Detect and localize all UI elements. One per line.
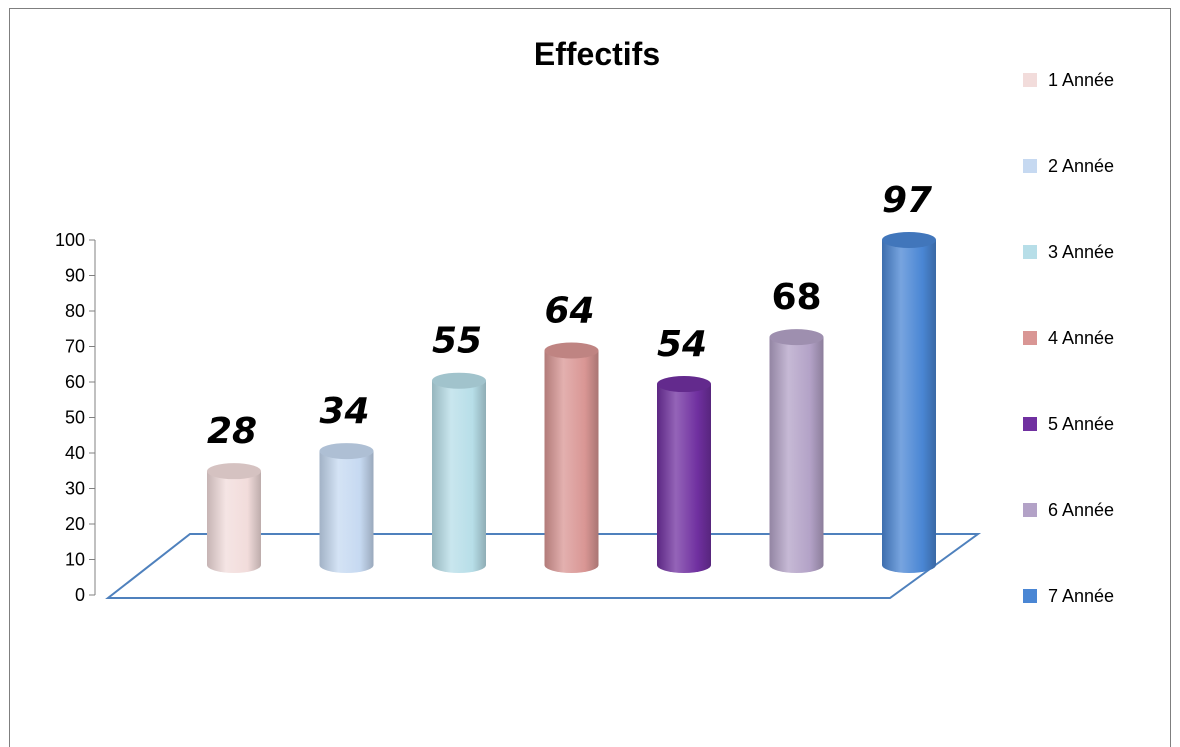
bar — [207, 463, 261, 573]
data-label: 68 — [771, 277, 821, 318]
bar-top — [544, 342, 599, 359]
bar-top — [882, 231, 936, 248]
legend-swatch — [1023, 503, 1037, 517]
legend-item: 7 Année — [1023, 586, 1114, 606]
bar-body — [207, 471, 261, 573]
legend: 1 Année 2 Année 3 Année 4 Année 5 Année 6 Ann… — [1023, 70, 1114, 606]
floor-outline — [105, 533, 982, 599]
bar-top — [769, 329, 824, 346]
y-tick-label: 30 — [65, 479, 85, 499]
legend-label: 1 Année — [1048, 70, 1114, 90]
y-tick-label: 10 — [65, 550, 85, 570]
bar — [432, 372, 486, 573]
legend-item: 2 Année — [1023, 156, 1114, 176]
y-tick-label: 70 — [65, 337, 85, 357]
bar-body — [657, 384, 711, 573]
legend-swatch — [1023, 245, 1037, 259]
y-tick-label: 20 — [65, 514, 85, 534]
legend-item: 4 Année — [1023, 328, 1114, 348]
legend-label: 3 Année — [1048, 242, 1114, 262]
legend-swatch — [1023, 589, 1037, 603]
bar-body — [432, 380, 486, 573]
y-axis: 0 10 20 30 40 50 60 70 80 90 100 — [55, 230, 96, 605]
legend-item: 5 Année — [1023, 414, 1114, 434]
bar — [882, 231, 936, 573]
legend-label: 6 Année — [1048, 500, 1114, 520]
data-label: 28 — [207, 411, 257, 452]
chart-frame — [9, 8, 1171, 747]
bar-top — [657, 376, 711, 393]
bar-body — [544, 350, 599, 573]
y-tick-label: 40 — [65, 443, 85, 463]
legend-swatch — [1023, 73, 1037, 87]
legend-swatch — [1023, 331, 1037, 345]
data-label: 97 — [882, 180, 932, 221]
bar-top — [432, 372, 486, 389]
bars — [207, 231, 936, 573]
chart-floor — [105, 533, 982, 599]
legend-label: 7 Année — [1048, 586, 1114, 606]
y-tick-label: 90 — [65, 266, 85, 286]
legend-swatch — [1023, 417, 1037, 431]
bar — [319, 443, 374, 573]
data-label: 54 — [657, 324, 707, 365]
y-tick-label: 50 — [65, 408, 85, 428]
legend-label: 4 Année — [1048, 328, 1114, 348]
bar-top — [319, 443, 374, 460]
legend-item: 6 Année — [1023, 500, 1114, 520]
bar-body — [769, 337, 824, 573]
bar-body — [882, 239, 936, 573]
legend-item: 3 Année — [1023, 242, 1114, 262]
legend-swatch — [1023, 159, 1037, 173]
y-tick-label: 100 — [55, 230, 85, 250]
y-tick-label: 60 — [65, 372, 85, 392]
bar — [544, 342, 599, 573]
legend-label: 5 Année — [1048, 414, 1114, 434]
data-label: 34 — [319, 391, 369, 432]
data-labels: 28 34 55 64 54 68 97 — [207, 180, 932, 452]
bar — [769, 329, 824, 573]
data-label: 55 — [432, 321, 482, 362]
bar-top — [207, 463, 261, 480]
data-label: 64 — [544, 291, 594, 332]
bar — [657, 376, 711, 573]
y-tick-label: 80 — [65, 301, 85, 321]
y-tick-label: 0 — [75, 585, 85, 605]
bar-body — [319, 451, 374, 573]
legend-item: 1 Année — [1023, 70, 1114, 90]
chart-title: Effectifs — [534, 36, 660, 72]
legend-label: 2 Année — [1048, 156, 1114, 176]
